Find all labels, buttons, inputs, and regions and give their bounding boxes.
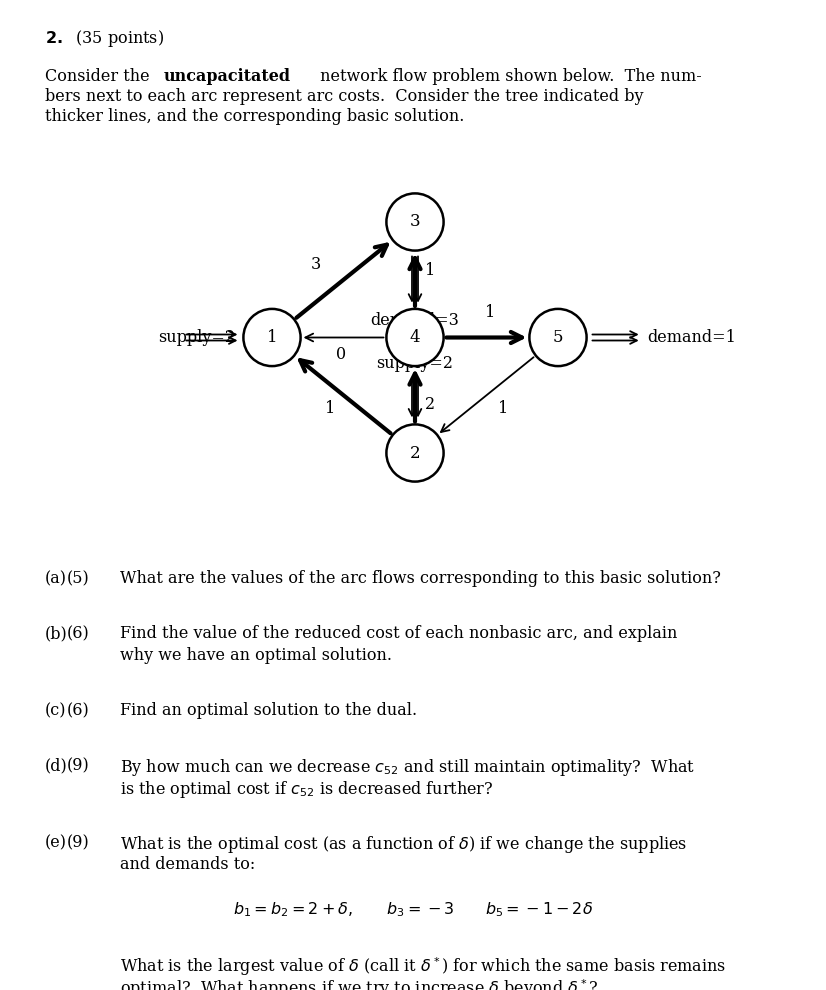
Text: 2: 2 — [410, 445, 420, 461]
Text: demand=3: demand=3 — [371, 312, 459, 329]
Circle shape — [387, 309, 444, 366]
Text: 1: 1 — [485, 304, 496, 321]
Text: is the optimal cost if $c_{52}$ is decreased further?: is the optimal cost if $c_{52}$ is decre… — [120, 779, 493, 800]
Text: why we have an optimal solution.: why we have an optimal solution. — [120, 647, 392, 664]
Text: (d): (d) — [45, 757, 68, 774]
Text: optimal?  What happens if we try to increase $\delta$ beyond $\delta^*$?: optimal? What happens if we try to incre… — [120, 977, 599, 990]
Text: (6): (6) — [67, 702, 90, 719]
Text: 2: 2 — [425, 396, 435, 414]
Text: 0: 0 — [335, 346, 346, 363]
Text: 5: 5 — [553, 329, 563, 346]
Text: By how much can we decrease $c_{52}$ and still maintain optimality?  What: By how much can we decrease $c_{52}$ and… — [120, 757, 695, 778]
Text: (9): (9) — [67, 757, 90, 774]
Text: and demands to:: and demands to: — [120, 856, 255, 873]
Text: 1: 1 — [267, 329, 278, 346]
Text: bers next to each arc represent arc costs.  Consider the tree indicated by: bers next to each arc represent arc cost… — [45, 88, 643, 105]
Circle shape — [387, 193, 444, 250]
Text: supply=2: supply=2 — [377, 355, 453, 372]
Circle shape — [387, 425, 444, 481]
Text: (9): (9) — [67, 834, 90, 851]
Text: demand=1: demand=1 — [648, 329, 737, 346]
Text: uncapacitated: uncapacitated — [164, 68, 291, 85]
Text: 4: 4 — [410, 329, 420, 346]
Text: Find an optimal solution to the dual.: Find an optimal solution to the dual. — [120, 702, 417, 719]
Circle shape — [529, 309, 586, 366]
Text: 1: 1 — [498, 400, 508, 417]
Text: What is the largest value of $\delta$ (call it $\delta^*$) for which the same ba: What is the largest value of $\delta$ (c… — [120, 955, 726, 978]
Text: Consider the: Consider the — [45, 68, 154, 85]
Text: (e): (e) — [45, 834, 67, 851]
Text: (b): (b) — [45, 625, 68, 642]
Text: What are the values of the arc flows corresponding to this basic solution?: What are the values of the arc flows cor… — [120, 570, 721, 587]
Text: (6): (6) — [67, 625, 90, 642]
Text: $b_1 = b_2 = 2 + \delta,\qquad b_3 = -3\qquad b_5 = -1 - 2\delta$: $b_1 = b_2 = 2 + \delta,\qquad b_3 = -3\… — [233, 900, 593, 919]
Text: 3: 3 — [311, 255, 321, 273]
Text: What is the optimal cost (as a function of $\delta$) if we change the supplies: What is the optimal cost (as a function … — [120, 834, 687, 855]
Text: Find the value of the reduced cost of each nonbasic arc, and explain: Find the value of the reduced cost of ea… — [120, 625, 677, 642]
Text: supply=2: supply=2 — [159, 329, 235, 346]
Circle shape — [244, 309, 301, 366]
Text: (a): (a) — [45, 570, 67, 587]
Text: thicker lines, and the corresponding basic solution.: thicker lines, and the corresponding bas… — [45, 108, 464, 125]
Text: network flow problem shown below.  The num-: network flow problem shown below. The nu… — [315, 68, 702, 85]
Text: (c): (c) — [45, 702, 67, 719]
Text: $\mathbf{2.}$  (35 points): $\mathbf{2.}$ (35 points) — [45, 28, 164, 49]
Text: (5): (5) — [67, 570, 90, 587]
Text: 3: 3 — [410, 214, 420, 231]
Text: 1: 1 — [325, 400, 335, 417]
Text: 1: 1 — [425, 261, 435, 278]
